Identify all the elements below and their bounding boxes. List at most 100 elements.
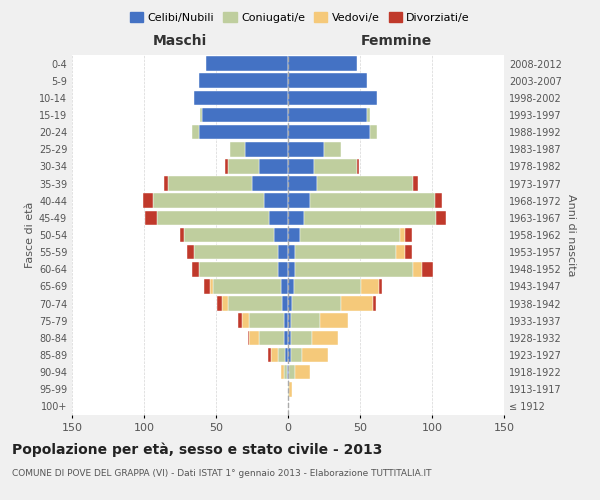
Bar (294, 279, 361, 293)
Bar (213, 279, 281, 293)
Bar (157, 210, 269, 225)
Bar (435, 194, 442, 208)
Bar (288, 125, 370, 140)
Bar (288, 228, 299, 242)
Y-axis label: Fasce di età: Fasce di età (25, 202, 35, 268)
Bar (205, 279, 210, 293)
Bar (291, 330, 313, 345)
Bar (268, 348, 271, 362)
Bar (224, 159, 227, 174)
Bar (206, 56, 288, 71)
Bar (295, 262, 413, 276)
Bar (295, 245, 396, 260)
Bar (143, 194, 152, 208)
Bar (295, 365, 310, 380)
Bar (400, 228, 404, 242)
Bar (217, 296, 222, 311)
Bar (288, 90, 377, 105)
Bar (222, 296, 227, 311)
Bar (278, 245, 288, 260)
Bar (299, 228, 400, 242)
Bar (292, 296, 341, 311)
Bar (288, 330, 291, 345)
Bar (404, 245, 412, 260)
Bar (288, 245, 295, 260)
Bar (291, 314, 320, 328)
Bar (404, 228, 412, 242)
Bar (289, 382, 292, 396)
Bar (169, 176, 252, 191)
Bar (282, 296, 288, 311)
Text: Maschi: Maschi (153, 34, 207, 48)
Bar (238, 314, 242, 328)
Bar (324, 142, 341, 156)
Bar (288, 176, 317, 191)
Bar (242, 314, 249, 328)
Bar (288, 74, 367, 88)
Bar (278, 262, 288, 276)
Bar (436, 210, 446, 225)
Bar (191, 125, 199, 140)
Bar (269, 210, 288, 225)
Bar (284, 365, 287, 380)
Bar (274, 228, 288, 242)
Bar (281, 279, 288, 293)
Bar (361, 279, 379, 293)
Bar (271, 348, 278, 362)
Bar (396, 245, 404, 260)
Bar (341, 296, 373, 311)
Bar (288, 108, 367, 122)
Bar (413, 176, 418, 191)
Bar (249, 314, 284, 328)
Text: Femmine: Femmine (361, 34, 431, 48)
Bar (249, 330, 259, 345)
Bar (245, 142, 288, 156)
Bar (202, 108, 288, 122)
Bar (252, 176, 288, 191)
Bar (313, 330, 338, 345)
Bar (248, 330, 249, 345)
Bar (184, 228, 274, 242)
Bar (320, 314, 349, 328)
Bar (164, 176, 169, 191)
Bar (288, 262, 295, 276)
Bar (210, 279, 213, 293)
Bar (302, 348, 328, 362)
Bar (314, 159, 357, 174)
Bar (288, 314, 291, 328)
Bar (317, 176, 413, 191)
Bar (152, 194, 263, 208)
Bar (287, 365, 288, 380)
Bar (288, 365, 289, 380)
Bar (373, 296, 376, 311)
Bar (310, 194, 435, 208)
Bar (288, 56, 357, 71)
Bar (288, 142, 324, 156)
Bar (304, 210, 436, 225)
Y-axis label: Anni di nascita: Anni di nascita (566, 194, 576, 276)
Bar (230, 142, 245, 156)
Bar (288, 348, 291, 362)
Bar (199, 125, 288, 140)
Text: Popolazione per età, sesso e stato civile - 2013: Popolazione per età, sesso e stato civil… (12, 442, 382, 457)
Bar (357, 159, 359, 174)
Bar (291, 348, 302, 362)
Bar (187, 245, 194, 260)
Bar (289, 365, 295, 380)
Bar (285, 348, 288, 362)
Bar (284, 314, 288, 328)
Bar (288, 296, 292, 311)
Bar (259, 159, 288, 174)
Bar (194, 90, 288, 105)
Bar (199, 74, 288, 88)
Bar (422, 262, 433, 276)
Bar (191, 262, 199, 276)
Bar (288, 194, 310, 208)
Bar (259, 330, 284, 345)
Bar (288, 382, 289, 396)
Bar (413, 262, 422, 276)
Bar (263, 194, 288, 208)
Legend: Celibi/Nubili, Coniugati/e, Vedovi/e, Divorziati/e: Celibi/Nubili, Coniugati/e, Vedovi/e, Di… (125, 8, 475, 28)
Bar (288, 279, 294, 293)
Bar (288, 210, 304, 225)
